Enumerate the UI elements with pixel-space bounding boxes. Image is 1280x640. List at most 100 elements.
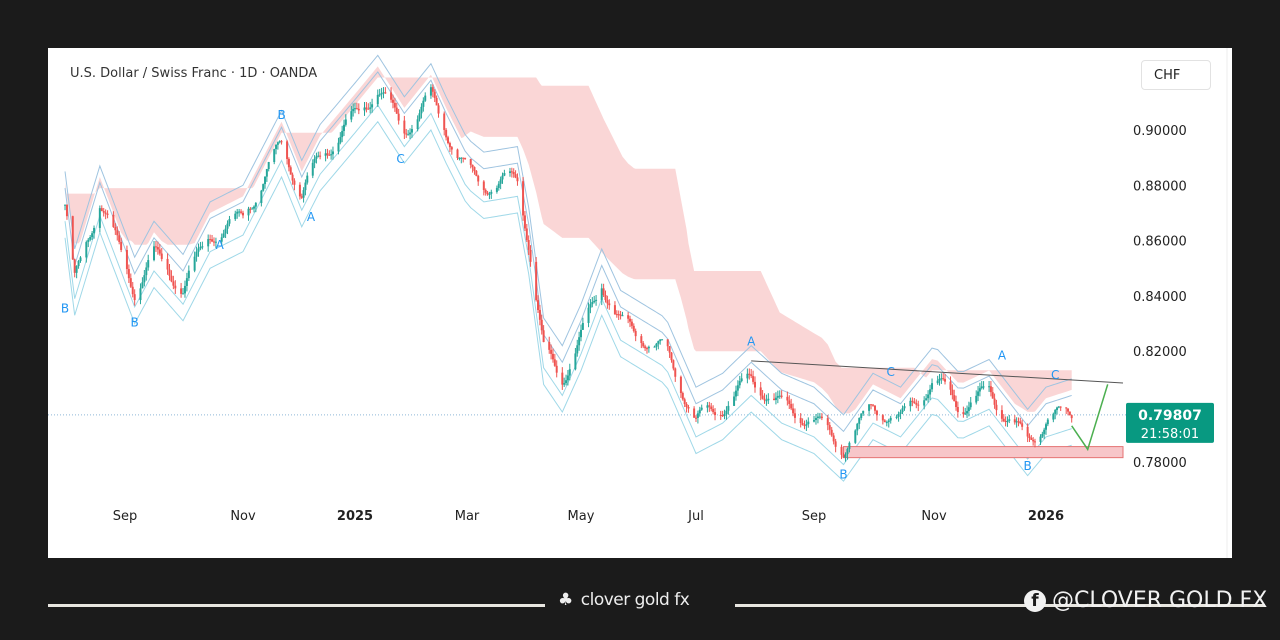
- candle: [391, 99, 394, 103]
- candle: [725, 410, 728, 415]
- candle: [714, 412, 717, 416]
- candle: [687, 406, 690, 409]
- candle: [889, 417, 892, 421]
- candle: [668, 346, 671, 353]
- candle: [420, 106, 423, 114]
- candle: [840, 446, 843, 455]
- candle: [887, 420, 890, 423]
- candle: [1070, 415, 1073, 419]
- y-tick-label: 0.78000: [1133, 456, 1187, 471]
- candle: [395, 107, 398, 114]
- divider: [735, 604, 1265, 607]
- x-tick-label: Jul: [687, 509, 704, 524]
- candle: [608, 303, 611, 306]
- candle: [183, 285, 186, 294]
- candle: [280, 141, 283, 143]
- candle: [700, 407, 703, 410]
- wave-label: B: [277, 108, 285, 122]
- candle: [734, 390, 737, 397]
- social-text: @CLOVER GOLD FX: [1052, 588, 1268, 613]
- candle: [120, 241, 123, 250]
- candle: [166, 258, 169, 270]
- candle: [956, 406, 959, 413]
- candle: [382, 92, 385, 94]
- candle: [647, 346, 650, 349]
- candle: [397, 113, 400, 121]
- candle: [514, 174, 517, 178]
- candle: [418, 113, 421, 120]
- candle: [740, 378, 743, 382]
- candle: [862, 410, 865, 414]
- candle: [736, 385, 739, 391]
- candle: [525, 228, 528, 241]
- candle: [495, 187, 498, 192]
- candle: [589, 304, 592, 308]
- candle: [460, 157, 463, 159]
- candle: [98, 208, 101, 228]
- candle: [978, 388, 981, 392]
- candle: [642, 343, 645, 347]
- candle: [842, 454, 845, 458]
- candle: [75, 266, 78, 273]
- social-handle: f @CLOVER GOLD FX: [1024, 588, 1267, 613]
- candle: [180, 288, 183, 294]
- candle: [254, 203, 257, 207]
- candle: [193, 256, 196, 271]
- candle: [341, 130, 344, 138]
- candle: [65, 204, 68, 217]
- candle: [209, 239, 212, 241]
- candle: [719, 415, 722, 417]
- candle: [1017, 421, 1020, 423]
- candle: [816, 416, 819, 418]
- candle: [486, 192, 489, 195]
- candle: [93, 227, 96, 234]
- candle: [602, 288, 605, 295]
- candle: [522, 181, 525, 216]
- candle: [143, 275, 146, 283]
- x-tick-label: Sep: [113, 509, 138, 524]
- candle: [848, 442, 851, 450]
- candle: [938, 378, 941, 381]
- candle: [64, 204, 67, 206]
- candle: [304, 182, 307, 191]
- candle: [897, 413, 900, 417]
- candle: [763, 398, 766, 401]
- currency-button[interactable]: CHF: [1141, 60, 1211, 90]
- candle: [995, 404, 998, 411]
- candle: [477, 175, 480, 182]
- candle: [79, 257, 82, 262]
- x-tick-label: May: [568, 509, 595, 524]
- candle: [683, 399, 686, 405]
- candle: [125, 249, 128, 270]
- candle: [875, 410, 878, 416]
- resistance-trendline: [751, 360, 1124, 384]
- candle: [661, 339, 664, 341]
- price-chart[interactable]: B B A B A C A B C A B C 0.90000 0.88000 0.86000 0.84000…: [48, 48, 1232, 558]
- facebook-icon: f: [1024, 589, 1046, 612]
- candle: [578, 337, 581, 346]
- candle: [975, 395, 978, 403]
- ribbon-line: [64, 120, 1072, 482]
- candle: [228, 219, 231, 224]
- candle: [754, 381, 756, 388]
- candle: [793, 413, 796, 418]
- candle: [712, 409, 715, 413]
- candle: [1039, 436, 1042, 442]
- candle: [826, 418, 829, 426]
- x-tick-label: Sep: [802, 509, 827, 524]
- candle: [627, 315, 630, 319]
- candle: [1056, 407, 1059, 411]
- candle: [508, 171, 511, 173]
- candle: [870, 404, 873, 406]
- candle: [207, 239, 210, 247]
- footer: ♣ clover gold fx f @CLOVER GOLD FX: [0, 585, 1280, 625]
- candle: [424, 95, 427, 101]
- wave-label: B: [1024, 459, 1032, 473]
- candle: [710, 406, 713, 410]
- candle: [471, 164, 474, 168]
- candle: [172, 281, 175, 286]
- candle: [456, 149, 459, 158]
- ribbon-line: [64, 54, 1072, 416]
- candle: [634, 330, 637, 337]
- candle: [300, 196, 303, 198]
